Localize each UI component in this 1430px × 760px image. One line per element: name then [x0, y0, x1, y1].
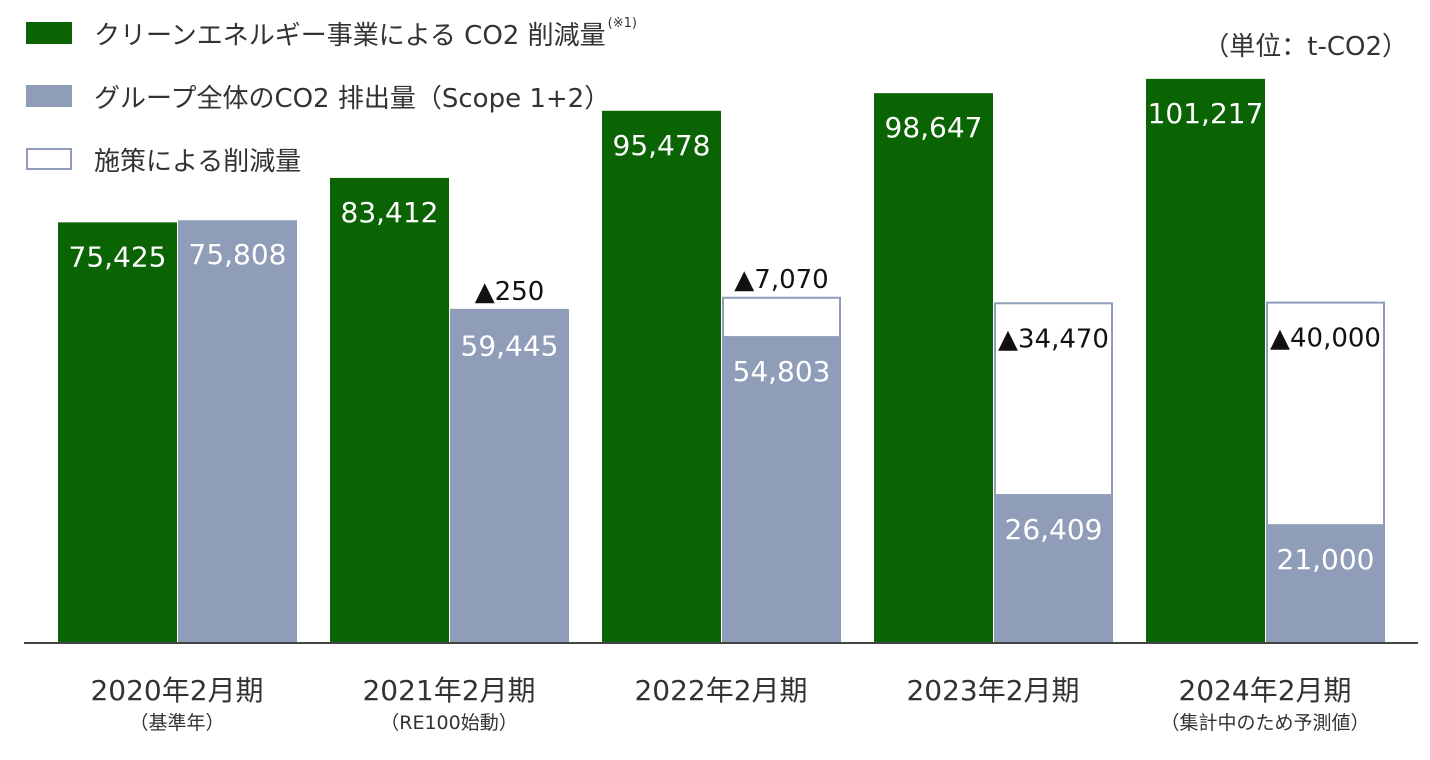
- x-tick-label: 2021年2月期: [362, 674, 535, 707]
- bar-label-group-emissions: 75,808: [189, 238, 287, 271]
- bar-clean-energy: [58, 222, 177, 642]
- legend-label-reduction: 施策による削減量: [94, 146, 302, 177]
- bar-reduction: [722, 296, 841, 339]
- x-tick-label: 2022年2月期: [634, 674, 807, 707]
- bar-label-reduction: ▲40,000: [1270, 324, 1381, 354]
- x-tick-label: 2020年2月期: [90, 674, 263, 707]
- bar-label-clean-energy: 95,478: [613, 129, 711, 162]
- x-tick-sublabel: （RE100始動）: [380, 712, 517, 734]
- legend-item-reduction: 施策による削減量: [26, 142, 637, 177]
- bar-clean-energy: [330, 177, 449, 642]
- bar-label-reduction: ▲250: [475, 277, 545, 307]
- bar-label-group-emissions: 21,000: [1277, 543, 1375, 576]
- legend-swatch-outline: [26, 148, 72, 170]
- legend-item-group-emissions: グループ全体のCO2 排出量（Scope 1+2）: [26, 79, 637, 114]
- bar-clean-energy: [1146, 78, 1265, 642]
- bar-group-emissions: [178, 220, 297, 642]
- bar-label-clean-energy: 83,412: [341, 196, 439, 229]
- legend-label-group-emissions: グループ全体のCO2 排出量（Scope 1+2）: [94, 83, 611, 114]
- bar-label-clean-energy: 75,425: [69, 240, 167, 273]
- legend-swatch-gray: [26, 85, 72, 107]
- legend-item-clean-energy: クリーンエネルギー事業による CO2 削減量 (※1): [26, 15, 637, 51]
- bar-reduction: [1266, 301, 1385, 527]
- bar-group-emissions: [1266, 525, 1385, 642]
- x-tick-label: 2023年2月期: [906, 674, 1079, 707]
- unit-label: （単位：t-CO2）: [1203, 32, 1408, 62]
- x-tick-label: 2024年2月期: [1178, 674, 1351, 707]
- legend-note: (※1): [607, 15, 637, 31]
- bar-reduction: [994, 302, 1113, 497]
- bar-group-emissions: [450, 311, 569, 642]
- bar-label-group-emissions: 26,409: [1005, 513, 1103, 546]
- legend-swatch-green: [26, 22, 72, 44]
- bar-group-emissions: [722, 337, 841, 642]
- bar-group-emissions: [994, 495, 1113, 642]
- x-tick-sublabel: （集計中のため予測値）: [1160, 712, 1369, 734]
- legend-label-clean-energy: クリーンエネルギー事業による CO2 削減量: [94, 20, 606, 51]
- x-tick-sublabel: （基準年）: [129, 712, 224, 734]
- bar-clean-energy: [602, 110, 721, 643]
- bar-clean-energy: [874, 93, 993, 643]
- legend: クリーンエネルギー事業による CO2 削減量 (※1) グループ全体のCO2 排出…: [26, 15, 637, 177]
- bar-label-group-emissions: 54,803: [733, 355, 831, 388]
- bar-label-reduction: ▲7,070: [734, 265, 828, 295]
- bar-label-clean-energy: 101,217: [1148, 97, 1264, 130]
- bar-label-group-emissions: 59,445: [461, 329, 559, 362]
- bar-label-reduction: ▲34,470: [998, 324, 1109, 354]
- bar-reduction: [450, 308, 569, 313]
- bar-label-clean-energy: 98,647: [885, 111, 983, 144]
